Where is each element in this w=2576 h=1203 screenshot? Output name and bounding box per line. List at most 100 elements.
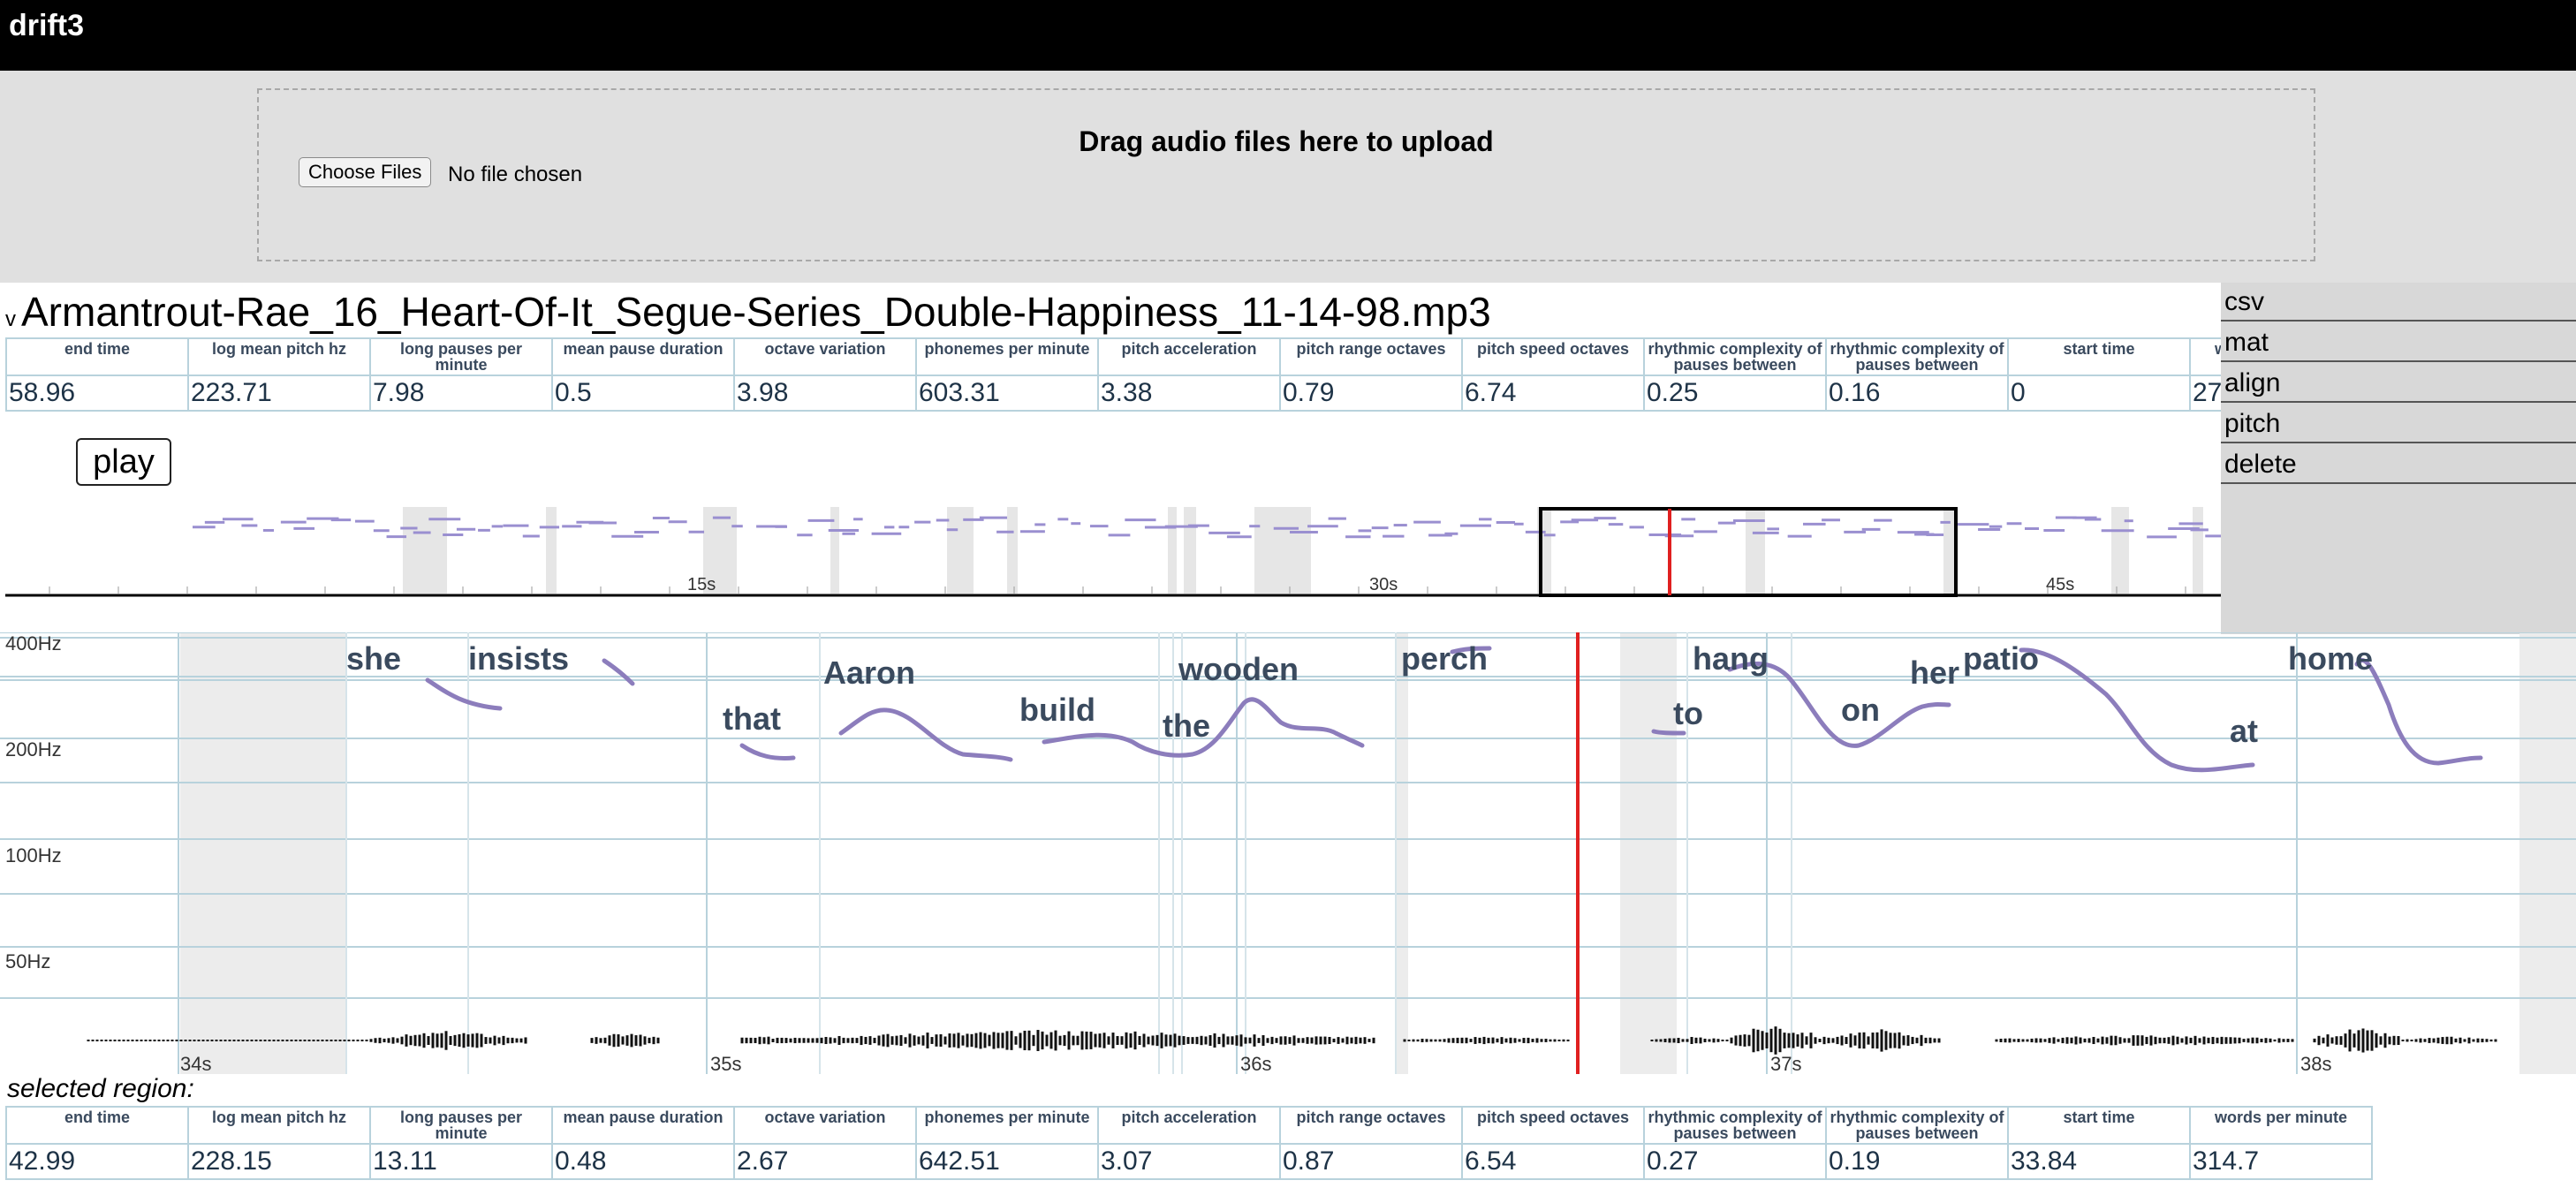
stat-value: 6.54 bbox=[1461, 1143, 1645, 1180]
selection-stats-table: end time log mean pitch hz long pauses per… bbox=[5, 1106, 2373, 1180]
word-label[interactable]: wooden bbox=[1178, 651, 1299, 687]
collapse-toggle[interactable]: v bbox=[5, 307, 16, 331]
pause-region bbox=[963, 507, 974, 594]
stat-value: 228.15 bbox=[187, 1143, 371, 1180]
word-label[interactable]: build bbox=[1019, 692, 1095, 728]
word-label[interactable]: the bbox=[1163, 707, 1210, 744]
pause-region bbox=[1620, 632, 1677, 1074]
stat-header: long pauses per minute bbox=[369, 337, 553, 376]
detail-view[interactable]: 400Hz 200Hz 100Hz 50Hz 34s 35s 36s 37s 38s she ins… bbox=[0, 632, 2576, 1074]
stat-value: 603.31 bbox=[915, 375, 1099, 412]
file-name: Armantrout-Rae_16_Heart-Of-It_Segue-Seri… bbox=[21, 289, 1491, 335]
pitch-contour bbox=[425, 677, 503, 711]
stat-header: rhythmic complexity of pauses between bbox=[1825, 337, 2009, 376]
time-label: 36s bbox=[1240, 1053, 1271, 1074]
stat-value: 13.11 bbox=[369, 1143, 553, 1180]
word-label[interactable]: Aaron bbox=[823, 654, 915, 691]
drop-zone-label: Drag audio files here to upload bbox=[1079, 125, 1494, 157]
stat-header: pitch speed octaves bbox=[1461, 1106, 1645, 1145]
stat-header: phonemes per minute bbox=[915, 337, 1099, 376]
align-button[interactable]: align bbox=[2221, 364, 2576, 403]
word-label[interactable]: patio bbox=[1963, 640, 2039, 677]
csv-button[interactable]: csv bbox=[2221, 283, 2576, 322]
pitch-contour bbox=[2354, 658, 2483, 766]
stat-value: 0.48 bbox=[551, 1143, 735, 1180]
pause-region bbox=[1168, 507, 1177, 594]
hz-label: 200Hz bbox=[5, 738, 62, 760]
word-label[interactable]: hang bbox=[1693, 640, 1769, 677]
pause-region bbox=[1746, 507, 1754, 594]
stat-header: log mean pitch hz bbox=[187, 1106, 371, 1145]
stat-header: octave variation bbox=[733, 1106, 917, 1145]
word-label[interactable]: insists bbox=[468, 640, 569, 677]
stat-value: 3.38 bbox=[1097, 375, 1281, 412]
word-label[interactable]: perch bbox=[1401, 640, 1488, 677]
stat-header: pitch acceleration bbox=[1097, 1106, 1281, 1145]
pitch-contour bbox=[838, 707, 1013, 762]
stat-header: long pauses per minute bbox=[369, 1106, 553, 1145]
stat-header: rhythmic complexity of pauses between bbox=[1643, 337, 1827, 376]
stat-value: 0.27 bbox=[1643, 1143, 1827, 1180]
pause-region bbox=[1007, 507, 1018, 594]
stat-value: 3.98 bbox=[733, 375, 917, 412]
stat-value: 0.79 bbox=[1279, 375, 1463, 412]
stat-header: words per minute bbox=[2189, 1106, 2373, 1145]
pause-region bbox=[546, 507, 557, 594]
pause-region bbox=[1943, 507, 1956, 594]
time-label: 35s bbox=[710, 1053, 741, 1074]
drop-zone[interactable]: Drag audio files here to upload Choose F… bbox=[257, 88, 2315, 261]
full-stats-table: end time log mean pitch hz long pauses per… bbox=[5, 337, 2221, 412]
stat-value: 33.84 bbox=[2007, 1143, 2191, 1180]
pitch-contour bbox=[1727, 661, 1951, 748]
app-title: drift3 bbox=[9, 9, 84, 42]
pause-region bbox=[403, 507, 447, 594]
stat-header: start time bbox=[2007, 337, 2191, 376]
hz-label: 400Hz bbox=[5, 632, 62, 654]
pitch-contour bbox=[1042, 697, 1365, 758]
side-menu: csv mat align pitch delete bbox=[2221, 283, 2576, 634]
stat-header: end time bbox=[5, 1106, 189, 1145]
choose-files-button[interactable]: Choose Files bbox=[299, 157, 432, 187]
pitch-contour bbox=[739, 743, 796, 760]
selection-box[interactable] bbox=[1539, 507, 1958, 597]
pause-region bbox=[947, 507, 963, 594]
stat-value: 0.5 bbox=[551, 375, 735, 412]
stat-value: 58.96 bbox=[5, 375, 189, 412]
word-label[interactable]: to bbox=[1673, 695, 1703, 731]
word-label[interactable]: she bbox=[346, 640, 401, 677]
word-label[interactable]: home bbox=[2288, 640, 2373, 677]
stat-header: pitch acceleration bbox=[1097, 337, 1281, 376]
stat-header: pitch range octaves bbox=[1279, 337, 1463, 376]
stat-value: 0.19 bbox=[1825, 1143, 2009, 1180]
stat-value: 7.98 bbox=[369, 375, 553, 412]
play-button[interactable]: play bbox=[76, 438, 171, 486]
stat-value: 3.07 bbox=[1097, 1143, 1281, 1180]
selected-region-label: selected region: bbox=[7, 1074, 194, 1103]
overview-timeline[interactable]: 15s 30s 45s bbox=[0, 495, 2221, 601]
word-label[interactable]: on bbox=[1841, 692, 1880, 728]
word-label[interactable]: that bbox=[723, 700, 781, 737]
stat-header: start time bbox=[2007, 1106, 2191, 1145]
time-label: 38s bbox=[2300, 1053, 2331, 1074]
stat-header: log mean pitch hz bbox=[187, 337, 371, 376]
pause-region bbox=[703, 507, 737, 594]
pitch-button[interactable]: pitch bbox=[2221, 405, 2576, 443]
stat-header: end time bbox=[5, 337, 189, 376]
top-bar: drift3 bbox=[0, 0, 2576, 71]
stat-header: mean pause duration bbox=[551, 1106, 735, 1145]
word-label[interactable]: at bbox=[2230, 713, 2258, 749]
stat-value: 0 bbox=[2007, 375, 2191, 412]
pitch-contour bbox=[602, 658, 635, 686]
pause-region bbox=[2519, 632, 2576, 1074]
word-label[interactable]: her bbox=[1910, 654, 1959, 691]
hz-label: 50Hz bbox=[5, 950, 50, 972]
stat-header: octave variation bbox=[733, 337, 917, 376]
delete-button[interactable]: delete bbox=[2221, 445, 2576, 484]
pitch-contour bbox=[1450, 646, 1492, 654]
overview-tick-label: 30s bbox=[1369, 575, 1398, 594]
stat-header: rhythmic complexity of pauses between bbox=[1643, 1106, 1827, 1145]
mat-button[interactable]: mat bbox=[2221, 323, 2576, 362]
stat-header: words per minute bbox=[2189, 337, 2221, 376]
pitch-contour bbox=[1651, 729, 1686, 736]
stat-value: 0.16 bbox=[1825, 375, 2009, 412]
